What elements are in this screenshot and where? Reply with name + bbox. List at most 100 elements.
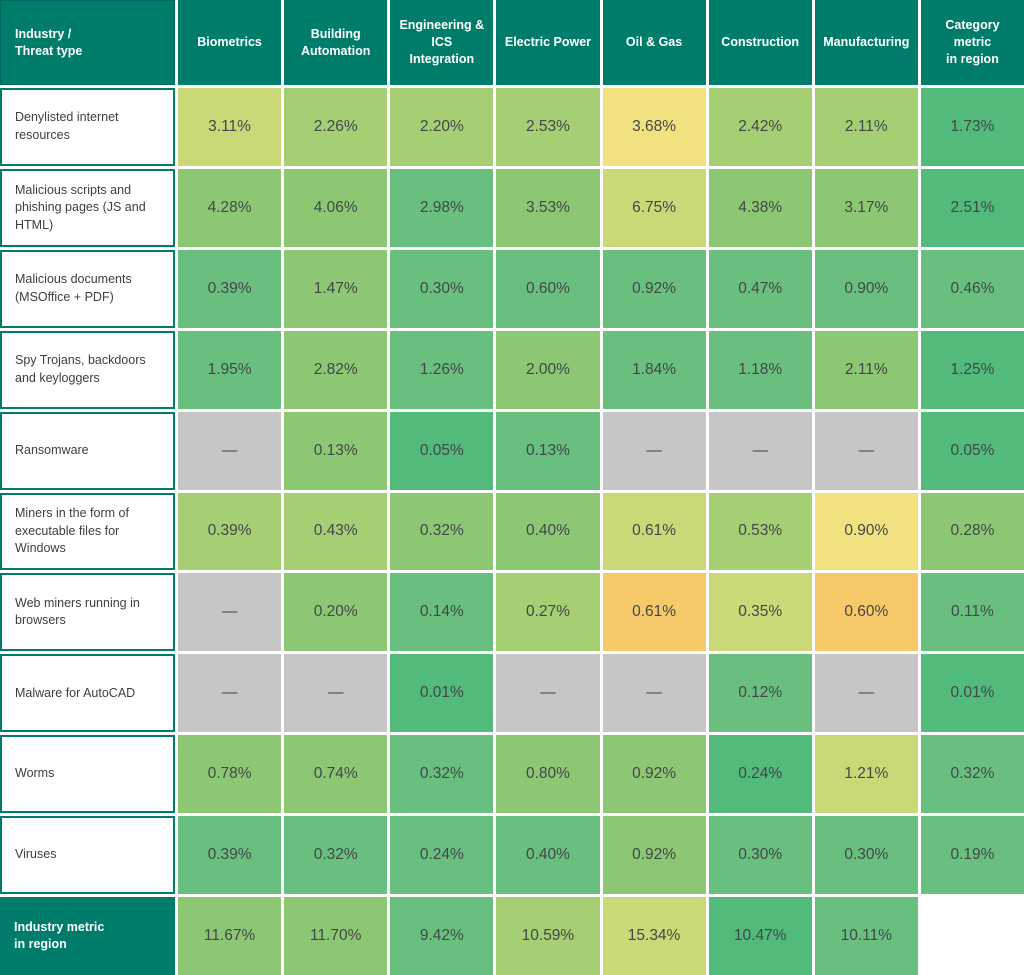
value-cell: 1.84% xyxy=(602,330,706,409)
value-cell: 0.32% xyxy=(390,492,494,571)
value-cell: 0.05% xyxy=(920,411,1024,490)
value-cell: 11.70% xyxy=(284,897,388,975)
value-cell: 10.11% xyxy=(814,897,918,975)
value-cell: 0.61% xyxy=(602,573,706,652)
row-label: Web miners running in browsers xyxy=(0,573,175,652)
value-cell: 0.20% xyxy=(284,573,388,652)
column-header: Category metric in region xyxy=(920,0,1024,85)
value-cell: 0.60% xyxy=(496,249,600,328)
value-cell: 0.92% xyxy=(602,249,706,328)
value-cell: 1.18% xyxy=(708,330,812,409)
value-cell: 0.32% xyxy=(390,735,494,814)
value-cell: 0.01% xyxy=(920,654,1024,733)
no-data-cell: — xyxy=(602,654,706,733)
value-cell: 0.46% xyxy=(920,249,1024,328)
value-cell: 0.39% xyxy=(178,249,282,328)
value-cell: 0.92% xyxy=(602,816,706,895)
value-cell: 1.25% xyxy=(920,330,1024,409)
value-cell: 0.19% xyxy=(920,816,1024,895)
value-cell: 0.47% xyxy=(708,249,812,328)
column-header: Oil & Gas xyxy=(602,0,706,85)
value-cell: 2.11% xyxy=(814,88,918,166)
no-data-cell: — xyxy=(602,411,706,490)
value-cell: 2.20% xyxy=(390,88,494,166)
row-label: Ransomware xyxy=(0,411,175,490)
value-cell: 1.73% xyxy=(920,88,1024,166)
row-label: Malicious scripts and phishing pages (JS… xyxy=(0,168,175,247)
value-cell: 0.43% xyxy=(284,492,388,571)
value-cell: 0.74% xyxy=(284,735,388,814)
value-cell: 1.26% xyxy=(390,330,494,409)
value-cell: 2.42% xyxy=(708,88,812,166)
value-cell: 0.90% xyxy=(814,492,918,571)
value-cell: 0.30% xyxy=(708,816,812,895)
value-cell: 4.28% xyxy=(178,168,282,247)
value-cell: 0.05% xyxy=(390,411,494,490)
value-cell: 0.40% xyxy=(496,816,600,895)
row-label: Spy Trojans, backdoors and keyloggers xyxy=(0,330,175,409)
corner-header: Industry / Threat type xyxy=(0,0,175,85)
value-cell: 1.95% xyxy=(178,330,282,409)
value-cell: 0.01% xyxy=(390,654,494,733)
footer-row-label: Industry metric in region xyxy=(0,897,175,975)
value-cell: 0.14% xyxy=(390,573,494,652)
value-cell: 0.24% xyxy=(390,816,494,895)
column-header: Engineering & ICS Integration xyxy=(390,0,494,85)
value-cell: 2.51% xyxy=(920,168,1024,247)
no-data-cell: — xyxy=(178,411,282,490)
value-cell: 0.28% xyxy=(920,492,1024,571)
value-cell: 0.53% xyxy=(708,492,812,571)
column-header: Manufacturing xyxy=(814,0,918,85)
value-cell: 3.11% xyxy=(178,88,282,166)
value-cell: 0.32% xyxy=(284,816,388,895)
no-data-cell: — xyxy=(814,411,918,490)
value-cell: 1.47% xyxy=(284,249,388,328)
value-cell: 0.61% xyxy=(602,492,706,571)
value-cell: 2.53% xyxy=(496,88,600,166)
value-cell: 2.11% xyxy=(814,330,918,409)
empty-cell xyxy=(920,897,1024,975)
value-cell: 2.98% xyxy=(390,168,494,247)
value-cell: 0.92% xyxy=(602,735,706,814)
value-cell: 0.40% xyxy=(496,492,600,571)
value-cell: 3.68% xyxy=(602,88,706,166)
value-cell: 0.30% xyxy=(390,249,494,328)
value-cell: 10.59% xyxy=(496,897,600,975)
value-cell: 0.80% xyxy=(496,735,600,814)
value-cell: 1.21% xyxy=(814,735,918,814)
value-cell: 2.26% xyxy=(284,88,388,166)
value-cell: 9.42% xyxy=(390,897,494,975)
column-header: Building Automation xyxy=(284,0,388,85)
row-label: Malicious documents (MSOffice + PDF) xyxy=(0,249,175,328)
row-label: Denylisted internet resources xyxy=(0,88,175,166)
value-cell: 10.47% xyxy=(708,897,812,975)
value-cell: 0.30% xyxy=(814,816,918,895)
no-data-cell: — xyxy=(496,654,600,733)
value-cell: 2.82% xyxy=(284,330,388,409)
value-cell: 3.17% xyxy=(814,168,918,247)
value-cell: 3.53% xyxy=(496,168,600,247)
row-label: Miners in the form of executable files f… xyxy=(0,492,175,571)
row-label: Malware for AutoCAD xyxy=(0,654,175,733)
value-cell: 11.67% xyxy=(178,897,282,975)
value-cell: 2.00% xyxy=(496,330,600,409)
value-cell: 0.60% xyxy=(814,573,918,652)
no-data-cell: — xyxy=(814,654,918,733)
no-data-cell: — xyxy=(178,573,282,652)
row-label: Viruses xyxy=(0,816,175,895)
value-cell: 0.12% xyxy=(708,654,812,733)
column-header: Electric Power xyxy=(496,0,600,85)
row-label: Worms xyxy=(0,735,175,814)
no-data-cell: — xyxy=(284,654,388,733)
value-cell: 0.27% xyxy=(496,573,600,652)
value-cell: 15.34% xyxy=(602,897,706,975)
value-cell: 4.06% xyxy=(284,168,388,247)
value-cell: 0.24% xyxy=(708,735,812,814)
value-cell: 0.39% xyxy=(178,492,282,571)
value-cell: 6.75% xyxy=(602,168,706,247)
value-cell: 0.13% xyxy=(496,411,600,490)
no-data-cell: — xyxy=(708,411,812,490)
value-cell: 0.13% xyxy=(284,411,388,490)
no-data-cell: — xyxy=(178,654,282,733)
